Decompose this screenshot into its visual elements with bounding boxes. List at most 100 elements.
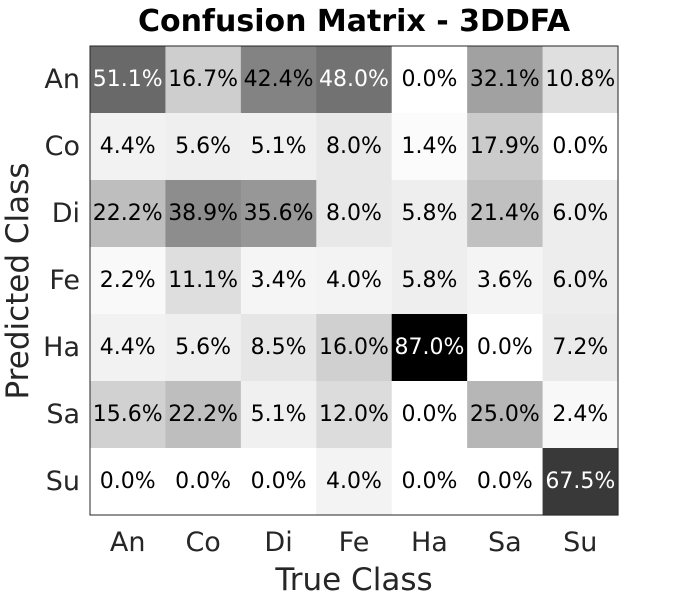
cell-value-label: 22.2%	[168, 402, 238, 427]
heatmap-cell	[240, 381, 317, 449]
cell-value-label: 42.4%	[244, 67, 314, 92]
cell-value-label: 0.0%	[401, 469, 457, 494]
y-tick-label: Ha	[43, 332, 80, 363]
heatmap-cell	[316, 180, 393, 248]
cell-value-label: 10.8%	[545, 67, 615, 92]
y-axis-label: Predicted Class	[0, 163, 36, 400]
x-axis-label: True Class	[274, 562, 432, 598]
cell-value-label: 12.0%	[319, 402, 389, 427]
heatmap-value-labels: 51.1% 16.7% 42.4% 48.0% 0.0% 32.1% 10.8% 4.4% 5.…	[93, 67, 615, 494]
heatmap-cell	[391, 113, 468, 181]
heatmap-cell	[165, 247, 242, 315]
heatmap-cell	[467, 448, 544, 516]
cell-value-label: 8.0%	[326, 134, 382, 159]
cell-value-label: 15.6%	[93, 402, 163, 427]
cell-value-label: 2.2%	[100, 268, 156, 293]
heatmap-cell	[240, 448, 317, 516]
cell-value-label: 0.0%	[401, 402, 457, 427]
cell-value-label: 0.0%	[175, 469, 231, 494]
cell-value-label: 4.4%	[100, 335, 156, 360]
y-tick-label: Su	[46, 466, 80, 497]
x-tick-labels: An Co Di Fe Ha Sa Su	[110, 527, 598, 558]
heatmap-cell	[165, 113, 242, 181]
cell-value-label: 5.6%	[175, 335, 231, 360]
heatmap-cells	[90, 46, 619, 516]
heatmap-cell	[240, 113, 317, 181]
heatmap-cell	[90, 314, 167, 382]
heatmap-cell	[391, 180, 468, 248]
y-tick-label: Sa	[46, 399, 80, 430]
heatmap-cell	[542, 448, 619, 516]
x-tick-label: Fe	[339, 527, 370, 558]
heatmap-cell	[90, 113, 167, 181]
cell-value-label: 51.1%	[93, 67, 163, 92]
cell-value-label: 16.7%	[168, 67, 238, 92]
heatmap-cell	[240, 314, 317, 382]
heatmap-cell	[90, 381, 167, 449]
heatmap-cell	[542, 46, 619, 114]
heatmap-cell	[542, 381, 619, 449]
x-tick-label: Su	[563, 527, 597, 558]
heatmap-cell	[467, 381, 544, 449]
heatmap-cell	[391, 448, 468, 516]
y-tick-label: Co	[45, 131, 80, 162]
cell-value-label: 67.5%	[545, 469, 615, 494]
heatmap-cell	[165, 448, 242, 516]
cell-value-label: 6.0%	[552, 268, 608, 293]
cell-value-label: 5.6%	[175, 134, 231, 159]
cell-value-label: 5.8%	[401, 201, 457, 226]
heatmap-cell	[467, 247, 544, 315]
cell-value-label: 2.4%	[552, 402, 608, 427]
heatmap-cell	[391, 381, 468, 449]
heatmap-cell	[542, 113, 619, 181]
heatmap-cell	[240, 180, 317, 248]
cell-value-label: 35.6%	[244, 201, 314, 226]
heatmap-cell	[165, 314, 242, 382]
heatmap-cell	[467, 46, 544, 114]
cell-value-label: 17.9%	[470, 134, 540, 159]
heatmap-cell	[316, 46, 393, 114]
heatmap-cell	[542, 314, 619, 382]
heatmap-cell	[90, 448, 167, 516]
cell-value-label: 5.8%	[401, 268, 457, 293]
cell-value-label: 3.4%	[251, 268, 307, 293]
heatmap-cell	[240, 46, 317, 114]
heatmap-cell	[316, 247, 393, 315]
heatmap-cell	[316, 448, 393, 516]
cell-value-label: 22.2%	[93, 201, 163, 226]
heatmap-cell	[165, 46, 242, 114]
y-tick-labels: An Co Di Fe Ha Sa Su	[43, 64, 80, 497]
cell-value-label: 0.0%	[401, 67, 457, 92]
heatmap-cell	[90, 247, 167, 315]
heatmap-cell	[240, 247, 317, 315]
cell-value-label: 8.5%	[251, 335, 307, 360]
cell-value-label: 0.0%	[552, 134, 608, 159]
heatmap-cell	[316, 113, 393, 181]
cell-value-label: 0.0%	[477, 335, 533, 360]
cell-value-label: 7.2%	[552, 335, 608, 360]
cell-value-label: 4.0%	[326, 268, 382, 293]
heatmap-cell	[542, 247, 619, 315]
x-tick-label: An	[110, 527, 146, 558]
cell-value-label: 87.0%	[394, 335, 464, 360]
y-tick-label: An	[44, 64, 80, 95]
heatmap-cell	[90, 180, 167, 248]
cell-value-label: 4.4%	[100, 134, 156, 159]
cell-value-label: 1.4%	[401, 134, 457, 159]
cell-value-label: 0.0%	[251, 469, 307, 494]
heatmap-cell	[316, 314, 393, 382]
cell-value-label: 5.1%	[251, 402, 307, 427]
heatmap-cell	[391, 46, 468, 114]
cell-value-label: 3.6%	[477, 268, 533, 293]
heatmap-cell	[391, 247, 468, 315]
cell-value-label: 38.9%	[168, 201, 238, 226]
heatmap-cell	[165, 381, 242, 449]
y-tick-label: Di	[52, 198, 80, 229]
y-tick-label: Fe	[49, 265, 80, 296]
heatmap-cell	[90, 46, 167, 114]
cell-value-label: 8.0%	[326, 201, 382, 226]
cell-value-label: 21.4%	[470, 201, 540, 226]
x-tick-label: Co	[185, 527, 220, 558]
cell-value-label: 48.0%	[319, 67, 389, 92]
